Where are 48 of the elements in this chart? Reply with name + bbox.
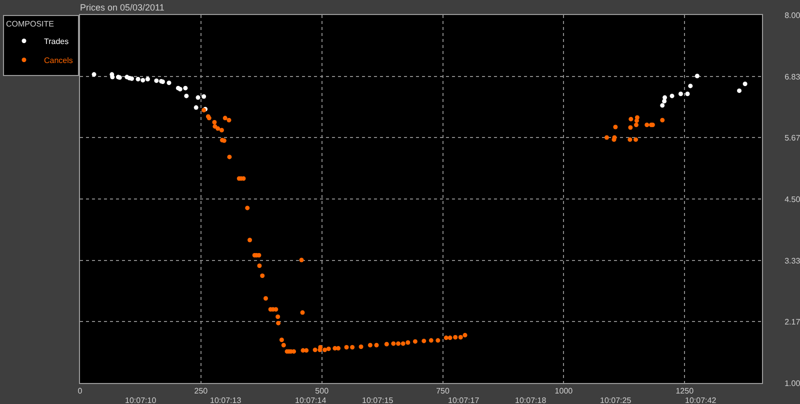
y-tick-label: 5.67 [784, 133, 800, 142]
point [688, 84, 693, 88]
point [110, 74, 115, 80]
text: 10:07:15 [362, 396, 394, 404]
point [196, 95, 200, 100]
point [694, 74, 700, 78]
x-tick-label: 1000 [554, 386, 574, 396]
legend-title: COMPOSITE [6, 19, 54, 28]
point [685, 92, 690, 96]
legend-label: Cancels [44, 56, 73, 66]
text: 10:07:10 [125, 396, 157, 404]
x-tick-label: 500 [315, 386, 330, 396]
x-tick-label: 750 [436, 386, 450, 396]
point [678, 92, 683, 96]
point [166, 80, 172, 86]
text: 10:07:18 [515, 396, 547, 404]
point [742, 82, 748, 86]
point [662, 95, 668, 100]
point [92, 72, 96, 77]
point [184, 94, 189, 98]
text: 10:07:14 [295, 396, 327, 404]
text: 10:07:25 [600, 396, 632, 404]
y-tick-label: 2.17 [784, 317, 800, 326]
point [136, 76, 140, 82]
text: 10:07:13 [210, 396, 242, 404]
text: 10:07:42 [685, 396, 717, 404]
legend-label: Trades [44, 37, 69, 46]
point [183, 86, 188, 90]
point [154, 78, 159, 83]
point [737, 88, 742, 93]
y-tick-label: 4.50 [784, 194, 800, 204]
y-tick-label: 6.83 [784, 72, 800, 82]
point [662, 98, 667, 104]
y-tick-label: 8.00 [784, 10, 800, 20]
y-tick-label: 1.00 [784, 378, 800, 388]
point [130, 76, 134, 81]
point [670, 94, 674, 98]
x-tick-label: 0 [78, 386, 83, 396]
point [660, 103, 665, 108]
point [194, 105, 198, 110]
point [140, 78, 146, 82]
y-tick-label: 3.33 [784, 256, 800, 266]
x-tick-label: 1250 [676, 386, 694, 396]
x-tick-label: 250 [194, 386, 208, 396]
point [202, 94, 206, 99]
chart-title: Prices on 05/03/2011 [80, 2, 164, 13]
point [145, 76, 150, 82]
text: 10:07:17 [448, 396, 480, 404]
